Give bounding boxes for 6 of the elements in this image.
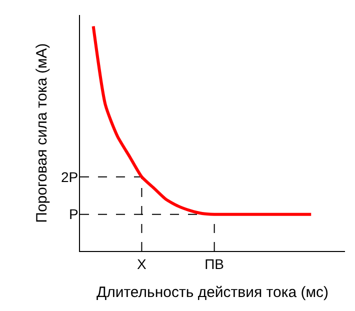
y-axis-title: Пороговая сила тока (мА)	[33, 43, 50, 223]
ref-line-label: 2P	[61, 169, 78, 185]
ref-line-label: P	[69, 206, 78, 222]
x-tick-label: ПВ	[204, 256, 224, 272]
x-axis-title: Длительность действия тока (мс)	[96, 284, 329, 301]
x-tick-label: X	[137, 256, 148, 272]
